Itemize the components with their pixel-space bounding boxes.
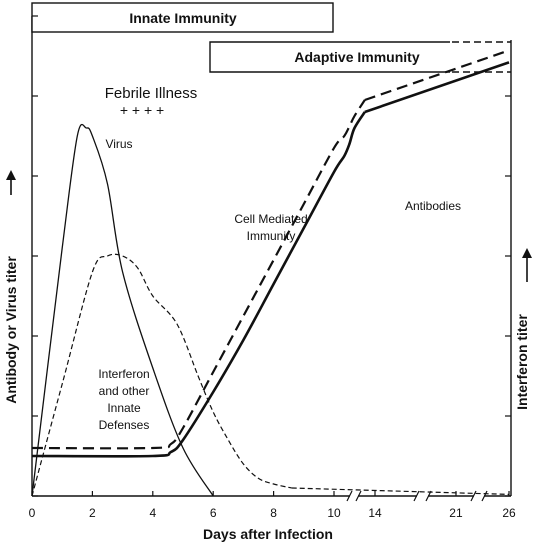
axis-break-mark bbox=[481, 490, 488, 502]
axis-break-mark bbox=[346, 490, 353, 502]
axis-break-mark bbox=[413, 490, 420, 502]
series-cell-mediated-immunity-line bbox=[31, 99, 366, 450]
interferon-label-line4: Defenses bbox=[99, 418, 150, 432]
y-axis-label-right: Interferon titer bbox=[514, 314, 530, 410]
innate-immunity-bar bbox=[31, 2, 334, 33]
x-tick-label: 2 bbox=[89, 506, 96, 520]
curves bbox=[31, 49, 510, 497]
cmi-label-line2: Immunity bbox=[247, 229, 296, 243]
interferon-label-line1: Interferon bbox=[98, 367, 149, 381]
innate-immunity-label: Innate Immunity bbox=[129, 10, 237, 26]
x-tick-label: 26 bbox=[502, 506, 516, 520]
x-tick-label: 21 bbox=[449, 506, 463, 520]
phase-bars: Innate Immunity Adaptive Immunity bbox=[31, 2, 511, 73]
x-tick-label: 6 bbox=[210, 506, 217, 520]
interferon-label-line2: and other bbox=[99, 384, 150, 398]
x-tick-label: 14 bbox=[368, 506, 382, 520]
adaptive-immunity-label: Adaptive Immunity bbox=[294, 49, 419, 65]
antibodies-label: Antibodies bbox=[405, 199, 461, 213]
series-interferon-line bbox=[31, 253, 292, 497]
x-tick-label: 8 bbox=[270, 506, 277, 520]
x-tick-label: 0 bbox=[29, 506, 36, 520]
axis-ticks: 0 2 4 6 8 10 14 21 26 bbox=[29, 15, 516, 520]
series-antibodies-line bbox=[31, 111, 366, 458]
x-axis-label: Days after Infection bbox=[203, 526, 333, 542]
series-antibodies-line-tail bbox=[364, 61, 510, 114]
febrile-marks: + + + + bbox=[120, 102, 164, 118]
y-axis-label-left: Antibody or Virus titer bbox=[3, 256, 19, 404]
y-axis-arrow-left-head bbox=[6, 170, 16, 180]
axis-break-mark bbox=[470, 490, 477, 502]
interferon-label-line3: Innate bbox=[107, 401, 141, 415]
adaptive-immunity-bar bbox=[209, 41, 450, 73]
y-axis-arrow-right-head bbox=[522, 248, 532, 258]
series-virus-line bbox=[31, 123, 214, 497]
x-tick-label: 4 bbox=[149, 506, 156, 520]
x-tick-label: 10 bbox=[327, 506, 341, 520]
axis-break-mark bbox=[355, 490, 362, 502]
text-labels: Febrile Illness+ + + + Virus Cell Mediated… bbox=[3, 85, 532, 542]
series-interferon-line-tail bbox=[291, 487, 510, 495]
series-cell-mediated-immunity-line-tail bbox=[364, 49, 510, 102]
febrile-illness-label: Febrile Illness bbox=[105, 85, 198, 102]
cmi-label-line1: Cell Mediated bbox=[234, 212, 307, 226]
virus-label: Virus bbox=[105, 137, 132, 151]
